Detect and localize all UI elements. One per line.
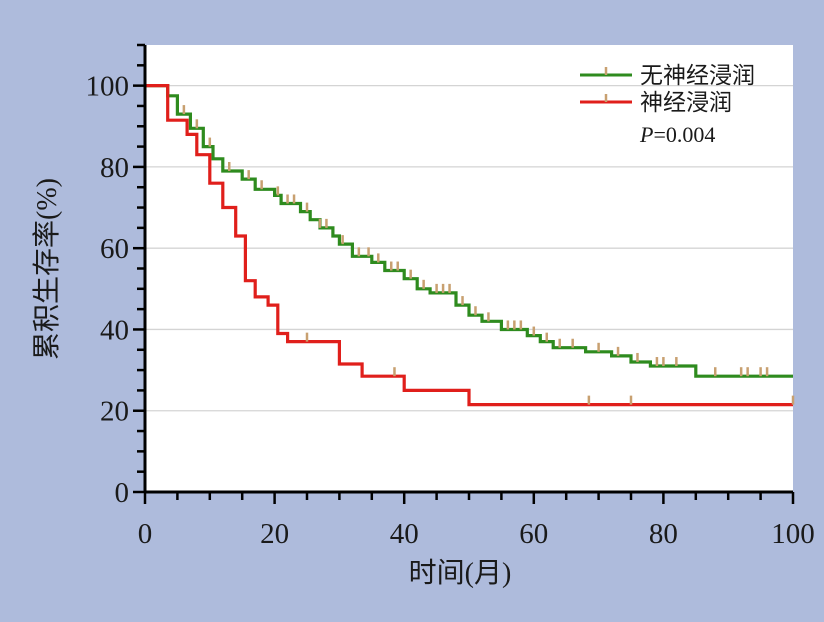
x-axis-label: 时间(月)	[409, 557, 512, 589]
p-value-symbol: P	[639, 122, 653, 147]
x-tick-label: 60	[519, 518, 548, 550]
p-value-number: =0.004	[653, 122, 715, 147]
axes: 0 20 40 60 80 100 0 20 40 60 80 100	[86, 43, 815, 550]
legend-label-0: 无神经浸润	[640, 63, 755, 88]
y-tick-label: 40	[100, 314, 129, 346]
y-tick-label: 20	[100, 396, 129, 428]
x-tick-label: 100	[771, 518, 815, 550]
y-tick-label: 80	[100, 152, 129, 184]
x-tick-label: 40	[390, 518, 419, 550]
x-tick-label: 80	[649, 518, 678, 550]
survival-curves	[145, 83, 795, 407]
y-tick-label: 60	[100, 233, 129, 265]
x-tick-label: 20	[260, 518, 289, 550]
series-line-0	[145, 83, 793, 378]
series-line-1	[145, 83, 793, 407]
y-tick-label: 0	[115, 477, 130, 509]
legend-label-1: 神经浸润	[640, 90, 732, 115]
plot-area	[145, 45, 793, 492]
y-tick-label: 100	[86, 71, 130, 103]
x-tick-label: 0	[138, 518, 153, 550]
y-axis-label: 累积生存率(%)	[31, 178, 63, 360]
gridlines	[145, 84, 793, 412]
p-value-annotation: P=0.004	[639, 122, 715, 147]
